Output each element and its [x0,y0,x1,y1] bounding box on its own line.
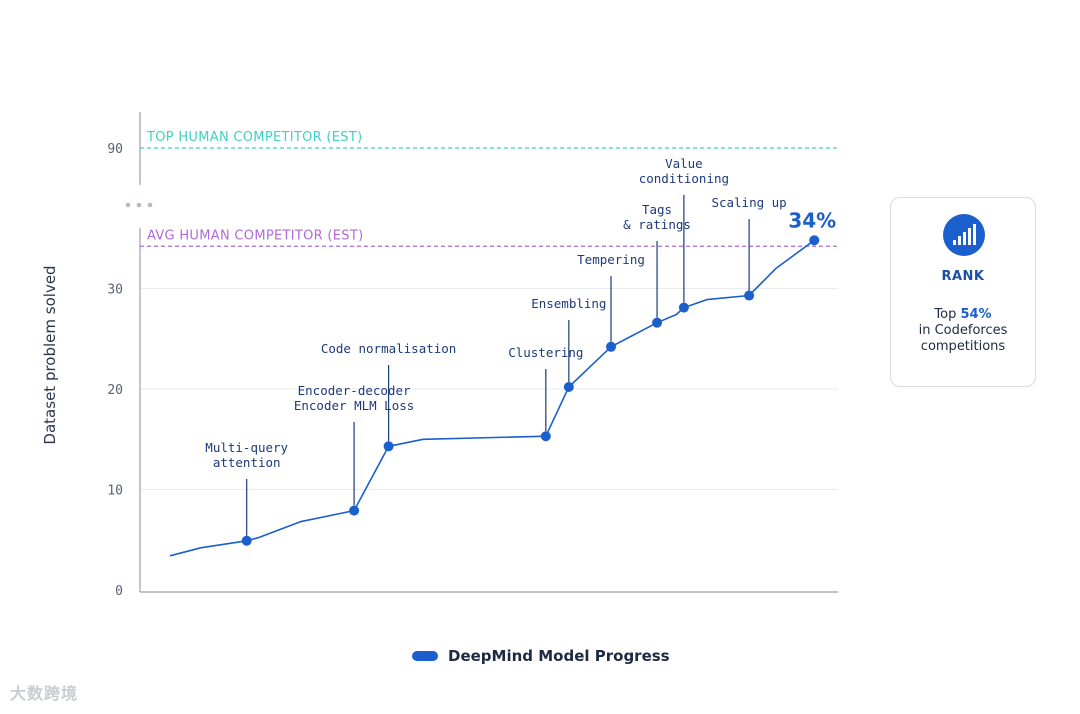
milestone-point-1 [241,535,252,546]
legend-label: DeepMind Model Progress [448,647,670,665]
y-tick-label-20: 20 [107,383,123,398]
watermark: 大数跨境 [10,684,79,703]
rank-prefix: Top [934,307,961,322]
milestone-label-1-line-2: attention [213,455,281,470]
rank-label: RANK [941,269,985,284]
milestone-label-3: Code normalisation [321,341,456,356]
milestone-label-7-line-2: & ratings [623,217,691,232]
y-axis-label: Dataset problem solved [41,265,59,444]
rank-description: Top 54% in Codeforces competitions [895,307,1031,355]
milestone-label-5: Ensembling [531,296,606,311]
y-tick-label-90: 90 [107,142,123,157]
milestone-point-7 [652,317,663,328]
milestone-label-8-line-1: Value [665,156,703,171]
reference-label-2: AVG HUMAN COMPETITOR (EST) [147,228,363,243]
rank-line2: in Codeforces [918,323,1008,338]
milestone-label-2-line-2: Encoder MLM Loss [294,398,414,413]
milestone-label-8-line-2: conditioning [639,171,729,186]
milestone-point-8 [678,302,689,313]
milestone-label-4: Clustering [508,345,583,360]
y-tick-label-10: 10 [107,484,123,499]
milestone-label-6: Tempering [577,252,645,267]
reference-label-1: TOP HUMAN COMPETITOR (EST) [146,130,362,145]
final-value-label: 34% [788,208,836,232]
rank-line3: competitions [920,339,1006,354]
milestone-label-7-line-1: Tags [642,202,672,217]
milestone-label-9: Scaling up [711,195,786,210]
chart-legend: DeepMind Model Progress [412,646,670,666]
milestone-label-1-line-1: Multi-query [205,440,288,455]
milestone-point-3 [383,441,394,452]
milestone-point-9 [744,290,755,301]
series-line [169,239,815,557]
milestone-point-5 [563,381,574,392]
milestone-point-6 [606,341,617,352]
y-tick-label-0: 0 [115,584,123,599]
axis-break-dot-3 [147,202,153,208]
rank-card: RANK Top 54% in Codeforces competitions [890,197,1036,387]
milestone-point-2 [349,505,360,516]
axis-break-dot-1 [125,202,131,208]
legend-swatch [412,651,438,661]
milestone-point-4 [540,431,551,442]
milestone-point-10 [809,235,820,246]
rank-value: 54% [960,307,992,322]
axis-break-dot-2 [136,202,142,208]
bar-chart-icon [943,214,985,256]
milestone-label-2-line-1: Encoder-decoder [298,383,411,398]
y-tick-label-30: 30 [107,283,123,298]
